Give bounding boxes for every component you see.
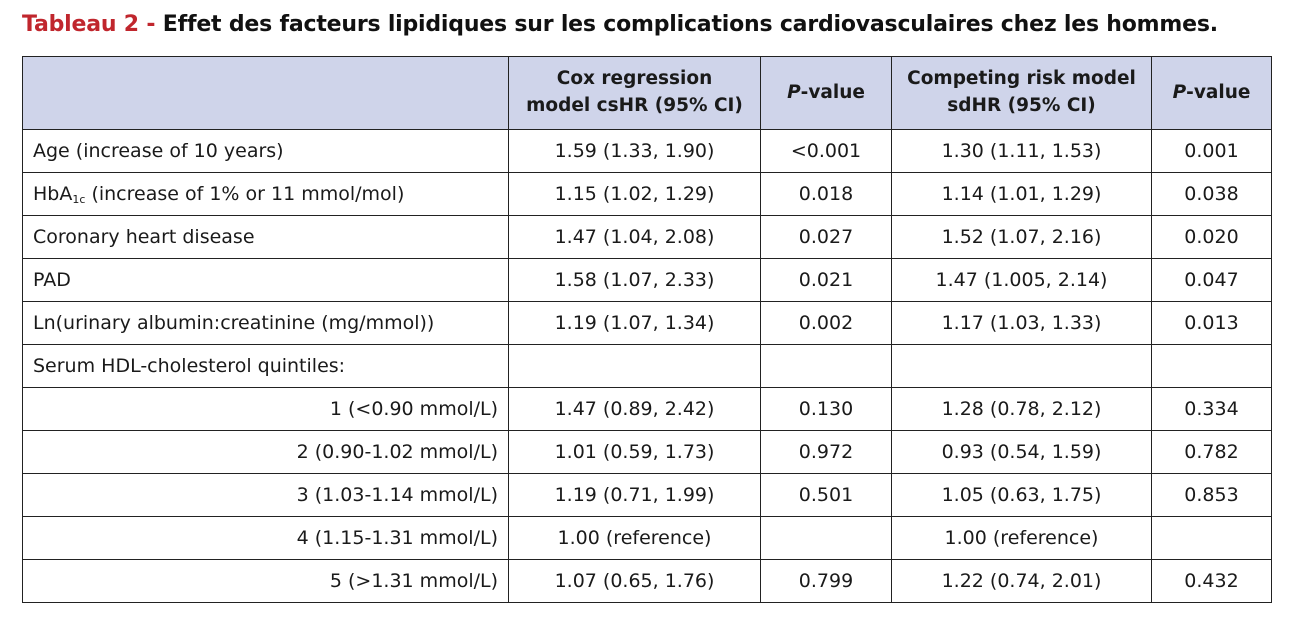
competing-p-value [1151, 344, 1272, 388]
cox-p-value: 0.501 [760, 473, 892, 517]
row-label: 3 (1.03-1.14 mmol/L) [22, 473, 509, 517]
header-competing: Competing risk model sdHR (95% CI) [891, 56, 1152, 130]
competing-value: 1.00 (reference) [891, 516, 1152, 560]
table-row: PAD 1.58 (1.07, 2.33) 0.021 1.47 (1.005,… [22, 258, 1272, 302]
competing-p-value: 0.334 [1151, 387, 1272, 431]
cox-p-value: 0.130 [760, 387, 892, 431]
competing-p-value: 0.038 [1151, 172, 1272, 216]
competing-value: 0.93 (0.54, 1.59) [891, 430, 1152, 474]
table-row: 2 (0.90-1.02 mmol/L) 1.01 (0.59, 1.73) 0… [22, 430, 1272, 474]
cox-value: 1.47 (1.04, 2.08) [508, 215, 761, 259]
cox-value: 1.59 (1.33, 1.90) [508, 129, 761, 173]
header-p-value-2: P-value [1151, 56, 1272, 130]
cox-value: 1.15 (1.02, 1.29) [508, 172, 761, 216]
row-label: HbA1c (increase of 1% or 11 mmol/mol) [22, 172, 509, 216]
row-label: Ln(urinary albumin:creatinine (mg/mmol)) [22, 301, 509, 345]
cox-value: 1.01 (0.59, 1.73) [508, 430, 761, 474]
table-row: 4 (1.15-1.31 mmol/L) 1.00 (reference) 1.… [22, 516, 1272, 560]
row-label: 2 (0.90-1.02 mmol/L) [22, 430, 509, 474]
table-row: Serum HDL-cholesterol quintiles: [22, 344, 1272, 388]
cox-value: 1.00 (reference) [508, 516, 761, 560]
row-label: 4 (1.15-1.31 mmol/L) [22, 516, 509, 560]
cox-p-value: 0.972 [760, 430, 892, 474]
competing-value: 1.30 (1.11, 1.53) [891, 129, 1152, 173]
competing-value: 1.47 (1.005, 2.14) [891, 258, 1152, 302]
row-label: 5 (>1.31 mmol/L) [22, 559, 509, 603]
table-row: 5 (>1.31 mmol/L) 1.07 (0.65, 1.76) 0.799… [22, 559, 1272, 603]
cox-value [508, 344, 761, 388]
competing-value: 1.05 (0.63, 1.75) [891, 473, 1152, 517]
table-title: Tableau 2 - Effet des facteurs lipidique… [22, 12, 1218, 37]
competing-value: 1.14 (1.01, 1.29) [891, 172, 1152, 216]
cox-value: 1.19 (0.71, 1.99) [508, 473, 761, 517]
header-cox: Cox regression model csHR (95% CI) [508, 56, 761, 130]
table-row: HbA1c (increase of 1% or 11 mmol/mol) 1.… [22, 172, 1272, 216]
header-p-value-1: P-value [760, 56, 892, 130]
competing-p-value [1151, 516, 1272, 560]
header-label [22, 56, 509, 130]
cox-p-value: 0.027 [760, 215, 892, 259]
row-label: 1 (<0.90 mmol/L) [22, 387, 509, 431]
cox-p-value [760, 516, 892, 560]
table-title-text: Effet des facteurs lipidiques sur les co… [162, 12, 1218, 37]
competing-p-value: 0.013 [1151, 301, 1272, 345]
competing-value: 1.22 (0.74, 2.01) [891, 559, 1152, 603]
cox-value: 1.58 (1.07, 2.33) [508, 258, 761, 302]
table-row: Age (increase of 10 years) 1.59 (1.33, 1… [22, 129, 1272, 173]
competing-p-value: 0.782 [1151, 430, 1272, 474]
competing-value: 1.52 (1.07, 2.16) [891, 215, 1152, 259]
row-label: Age (increase of 10 years) [22, 129, 509, 173]
cox-p-value: 0.018 [760, 172, 892, 216]
competing-value [891, 344, 1152, 388]
cox-value: 1.07 (0.65, 1.76) [508, 559, 761, 603]
row-label: Serum HDL-cholesterol quintiles: [22, 344, 509, 388]
cox-p-value: 0.021 [760, 258, 892, 302]
table-row: Ln(urinary albumin:creatinine (mg/mmol))… [22, 301, 1272, 345]
table-row: 1 (<0.90 mmol/L) 1.47 (0.89, 2.42) 0.130… [22, 387, 1272, 431]
competing-p-value: 0.020 [1151, 215, 1272, 259]
table-row: Coronary heart disease 1.47 (1.04, 2.08)… [22, 215, 1272, 259]
cox-value: 1.19 (1.07, 1.34) [508, 301, 761, 345]
competing-p-value: 0.853 [1151, 473, 1272, 517]
cox-p-value: 0.002 [760, 301, 892, 345]
table-row: 3 (1.03-1.14 mmol/L) 1.19 (0.71, 1.99) 0… [22, 473, 1272, 517]
competing-value: 1.17 (1.03, 1.33) [891, 301, 1152, 345]
competing-p-value: 0.432 [1151, 559, 1272, 603]
competing-p-value: 0.001 [1151, 129, 1272, 173]
table-header-row: Cox regression model csHR (95% CI) P-val… [22, 56, 1272, 130]
row-label: Coronary heart disease [22, 215, 509, 259]
cox-p-value: <0.001 [760, 129, 892, 173]
cox-value: 1.47 (0.89, 2.42) [508, 387, 761, 431]
cox-p-value [760, 344, 892, 388]
row-label: PAD [22, 258, 509, 302]
table-title-lead: Tableau 2 - [22, 12, 163, 37]
competing-p-value: 0.047 [1151, 258, 1272, 302]
cox-p-value: 0.799 [760, 559, 892, 603]
results-table: Cox regression model csHR (95% CI) P-val… [22, 56, 1272, 603]
competing-value: 1.28 (0.78, 2.12) [891, 387, 1152, 431]
